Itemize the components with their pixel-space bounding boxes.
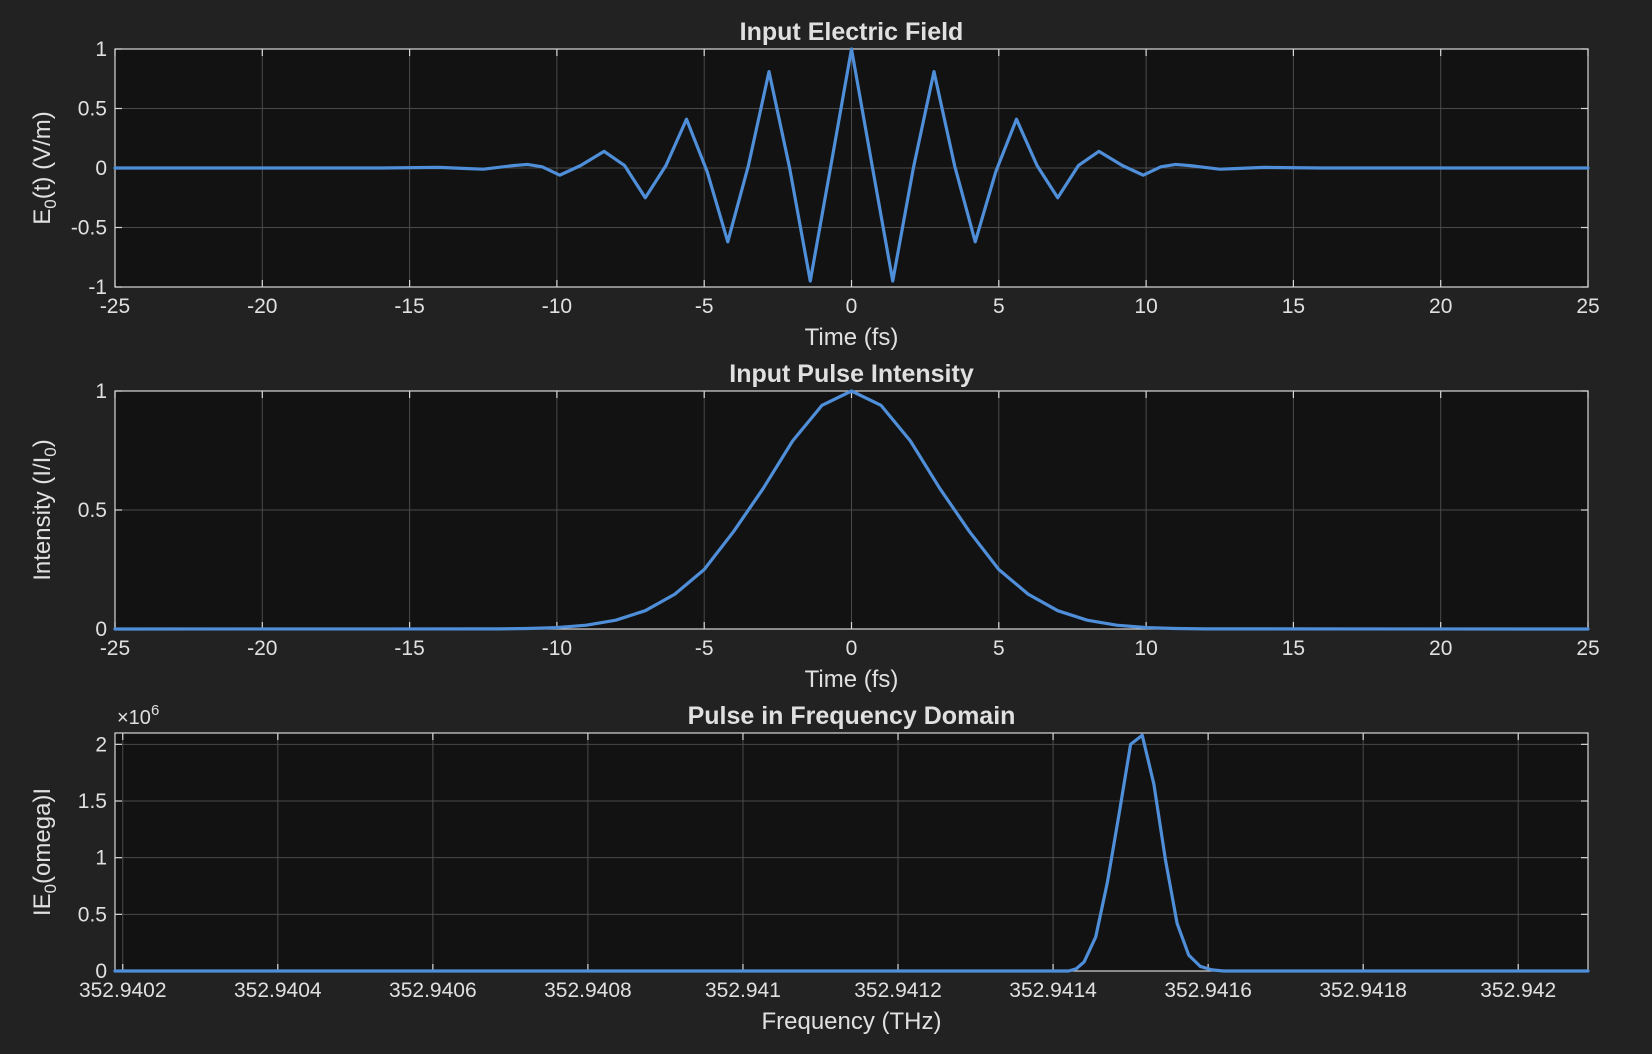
y-axis-label: Intensity (I/I0)	[29, 439, 60, 581]
x-axis-label: Time (fs)	[805, 324, 899, 351]
tick-labels: 352.9402 352.9404 352.9406 352.9408 352.941 3…	[78, 733, 1556, 1002]
x-axis-label: Frequency (THz)	[761, 1008, 941, 1035]
y-tick-label: 0.5	[78, 903, 107, 926]
x-tick-label: -5	[695, 295, 714, 318]
y-tick-label: 1	[95, 38, 107, 61]
y-tick-label: 0.5	[78, 499, 107, 522]
x-tick-label: 25	[1576, 295, 1599, 318]
x-tick-label: -20	[247, 295, 277, 318]
frequency-panel: 352.9402 352.9404 352.9406 352.9408 352.941 3…	[29, 702, 1590, 1035]
electric-field-panel: -25 -20 -15 -10 -5 0 5 10 15 20 25 -1 -0.5 0 0.5 1 Inpu…	[29, 18, 1600, 351]
x-tick-label: 352.9414	[1009, 979, 1097, 1002]
y-tick-label: 1	[95, 380, 107, 403]
intensity-panel: -25 -20 -15 -10 -5 0 5 10 15 20 25 0 0.5 1 Input Puls…	[29, 360, 1600, 693]
y-label-subscript: 0	[41, 199, 60, 208]
x-tick-label: 0	[846, 637, 858, 660]
x-tick-label: 352.942	[1480, 979, 1556, 1002]
x-tick-label: 352.9402	[79, 979, 167, 1002]
y-label-rest: (t) (V/m)	[29, 111, 56, 199]
exponent-power: 6	[151, 702, 159, 719]
y-label-subscript: 0	[41, 447, 60, 456]
x-tick-label: -25	[100, 295, 130, 318]
series-line	[113, 47, 1590, 283]
y-label-main: Intensity (I/I	[29, 457, 56, 581]
series-line	[113, 389, 1590, 631]
x-tick-label: 0	[846, 295, 858, 318]
x-tick-label: -20	[247, 637, 277, 660]
x-tick-label: 352.9412	[854, 979, 942, 1002]
y-tick-label: 1.5	[78, 790, 107, 813]
grid-lines	[115, 733, 1588, 972]
y-tick-label: 0	[95, 157, 107, 180]
series-line	[113, 733, 1590, 973]
x-tick-label: 15	[1282, 295, 1305, 318]
x-tick-label: 20	[1429, 295, 1452, 318]
tick-labels: -25 -20 -15 -10 -5 0 5 10 15 20 25 0 0.5 1	[78, 380, 1600, 660]
x-tick-label: -10	[542, 637, 572, 660]
x-tick-label: 352.9418	[1319, 979, 1407, 1002]
x-tick-label: -5	[695, 637, 714, 660]
x-tick-label: 25	[1576, 637, 1599, 660]
plot-area	[114, 732, 1589, 972]
y-tick-label: 2	[95, 733, 107, 756]
x-tick-label: 352.9408	[544, 979, 632, 1002]
x-tick-label: -25	[100, 637, 130, 660]
y-tick-label: -1	[88, 276, 107, 299]
x-tick-label: 5	[993, 295, 1005, 318]
x-tick-label: -15	[394, 637, 424, 660]
x-axis-label: Time (fs)	[805, 666, 899, 693]
x-tick-label: 352.941	[705, 979, 781, 1002]
x-tick-label: 352.9416	[1164, 979, 1252, 1002]
grid-lines	[114, 390, 1589, 630]
y-tick-label: 0	[95, 618, 107, 641]
y-label-rest: (omega)I	[29, 788, 56, 884]
chart-title: Input Pulse Intensity	[729, 360, 974, 388]
y-axis-label: IE0(omega)I	[29, 788, 60, 916]
exponent-base: ×10	[117, 707, 151, 729]
y-label-rest: )	[29, 439, 56, 447]
y-tick-label: 1	[95, 847, 107, 870]
y-label-main: IE	[29, 893, 56, 916]
y-axis-label: E0(t) (V/m)	[29, 111, 60, 224]
x-tick-label: 5	[993, 637, 1005, 660]
x-tick-label: 10	[1134, 295, 1157, 318]
chart-title: Input Electric Field	[740, 18, 964, 46]
x-tick-label: 352.9406	[389, 979, 477, 1002]
x-tick-label: 10	[1134, 637, 1157, 660]
y-tick-label: 0.5	[78, 98, 107, 121]
y-label-main: E	[29, 209, 56, 225]
x-tick-label: 15	[1282, 637, 1305, 660]
tick-labels: -25 -20 -15 -10 -5 0 5 10 15 20 25 -1 -0.5 0 0.5 1	[71, 38, 1600, 318]
y-label-subscript: 0	[41, 884, 60, 893]
y-tick-label: 0	[95, 960, 107, 983]
x-tick-label: -10	[542, 295, 572, 318]
y-tick-label: -0.5	[71, 217, 107, 240]
y-axis-exponent: ×106	[117, 702, 159, 729]
x-tick-label: -15	[394, 295, 424, 318]
chart-title: Pulse in Frequency Domain	[688, 702, 1016, 730]
x-tick-label: 20	[1429, 637, 1452, 660]
x-tick-label: 352.9404	[234, 979, 322, 1002]
